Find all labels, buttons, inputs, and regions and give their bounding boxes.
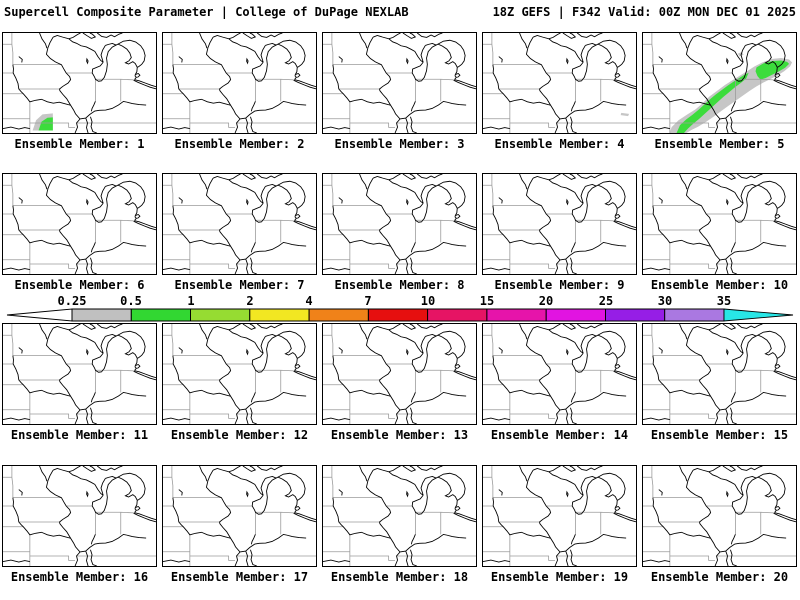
ensemble-panel-2: Ensemble Member: 2 (162, 32, 317, 151)
colorbar-segment (605, 308, 666, 322)
colorbar-segment (190, 308, 251, 322)
colorbar-scale (6, 308, 794, 322)
panel-label: Ensemble Member: 20 (650, 570, 789, 584)
ensemble-panel-8: Ensemble Member: 8 (322, 173, 477, 292)
colorbar-segment (367, 308, 429, 322)
title-bar: Supercell Composite Parameter | College … (4, 5, 796, 19)
map-member-15 (642, 323, 797, 425)
panel-label: Ensemble Member: 6 (14, 278, 145, 292)
panel-label: Ensemble Member: 18 (330, 570, 469, 584)
panel-label: Ensemble Member: 5 (654, 137, 785, 151)
panel-row-2: Ensemble Member: 6 Ensemble Member: 7 En… (2, 173, 797, 292)
product-title: Supercell Composite Parameter | College … (4, 5, 409, 19)
ensemble-panel-16: Ensemble Member: 16 (2, 465, 157, 584)
ensemble-panel-19: Ensemble Member: 19 (482, 465, 637, 584)
panel-label: Ensemble Member: 19 (490, 570, 629, 584)
panel-row-4: Ensemble Member: 16 Ensemble Member: 17 … (2, 465, 797, 584)
panel-label: Ensemble Member: 15 (650, 428, 789, 442)
ensemble-panel-3: Ensemble Member: 3 (322, 32, 477, 151)
map-member-18 (322, 465, 477, 567)
scp-shading-mid (676, 60, 790, 133)
panel-label: Ensemble Member: 12 (170, 428, 309, 442)
map-member-3 (322, 32, 477, 134)
colorbar-tick: 10 (420, 294, 436, 308)
panel-label: Ensemble Member: 4 (494, 137, 625, 151)
panel-label: Ensemble Member: 7 (174, 278, 305, 292)
panel-label: Ensemble Member: 13 (330, 428, 469, 442)
ensemble-panel-7: Ensemble Member: 7 (162, 173, 317, 292)
ensemble-panel-10: Ensemble Member: 10 (642, 173, 797, 292)
map-member-7 (162, 173, 317, 275)
colorbar-below-min-arrow (6, 308, 73, 322)
colorbar-segment (71, 308, 132, 322)
colorbar: 0.25 0.5 1 2 4 7 10 15 20 25 30 35 (0, 294, 800, 322)
map-member-9 (482, 173, 637, 275)
ensemble-panel-20: Ensemble Member: 20 (642, 465, 797, 584)
colorbar-tick-labels: 0.25 0.5 1 2 4 7 10 15 20 25 30 35 (0, 294, 800, 308)
map-member-11 (2, 323, 157, 425)
colorbar-tick: 1 (187, 294, 195, 308)
map-member-6 (2, 173, 157, 275)
colorbar-segment (249, 308, 310, 322)
colorbar-tick: 25 (598, 294, 614, 308)
map-member-1 (2, 32, 157, 134)
map-member-17 (162, 465, 317, 567)
colorbar-segment (308, 308, 369, 322)
colorbar-segment (486, 308, 547, 322)
panel-label: Ensemble Member: 1 (14, 137, 145, 151)
panel-label: Ensemble Member: 3 (334, 137, 465, 151)
colorbar-tick: 30 (657, 294, 673, 308)
panel-row-3: Ensemble Member: 11 Ensemble Member: 12 … (2, 323, 797, 442)
panel-label: Ensemble Member: 17 (170, 570, 309, 584)
ensemble-panel-13: Ensemble Member: 13 (322, 323, 477, 442)
map-member-13 (322, 323, 477, 425)
colorbar-tick: 20 (538, 294, 554, 308)
ensemble-panel-11: Ensemble Member: 11 (2, 323, 157, 442)
panel-label: Ensemble Member: 8 (334, 278, 465, 292)
panel-label: Ensemble Member: 16 (10, 570, 149, 584)
map-member-16 (2, 465, 157, 567)
colorbar-tick: 7 (364, 294, 372, 308)
colorbar-tick: 4 (305, 294, 313, 308)
map-member-5 (642, 32, 797, 134)
panel-label: Ensemble Member: 9 (494, 278, 625, 292)
map-member-19 (482, 465, 637, 567)
colorbar-segment (130, 308, 192, 322)
map-member-10 (642, 173, 797, 275)
colorbar-segment (664, 308, 725, 322)
colorbar-segment (427, 308, 488, 322)
ensemble-panel-6: Ensemble Member: 6 (2, 173, 157, 292)
colorbar-tick: 35 (716, 294, 732, 308)
map-member-2 (162, 32, 317, 134)
colorbar-tick: 0.5 (120, 294, 142, 308)
panel-label: Ensemble Member: 2 (174, 137, 305, 151)
colorbar-above-max-arrow (723, 308, 794, 322)
ensemble-panel-9: Ensemble Member: 9 (482, 173, 637, 292)
map-member-20 (642, 465, 797, 567)
map-member-12 (162, 323, 317, 425)
ensemble-panel-5: Ensemble Member: 5 (642, 32, 797, 151)
colorbar-tick: 2 (246, 294, 254, 308)
ensemble-panel-14: Ensemble Member: 14 (482, 323, 637, 442)
panel-row-1: Ensemble Member: 1 Ensemble Member: 2 En… (2, 32, 797, 151)
ensemble-panel-1: Ensemble Member: 1 (2, 32, 157, 151)
panel-label: Ensemble Member: 10 (650, 278, 789, 292)
ensemble-panel-18: Ensemble Member: 18 (322, 465, 477, 584)
ensemble-panel-15: Ensemble Member: 15 (642, 323, 797, 442)
map-member-14 (482, 323, 637, 425)
ensemble-panel-12: Ensemble Member: 12 (162, 323, 317, 442)
scp-shading-mid (38, 117, 53, 131)
ensemble-panel-17: Ensemble Member: 17 (162, 465, 317, 584)
colorbar-tick: 15 (479, 294, 495, 308)
panel-label: Ensemble Member: 14 (490, 428, 629, 442)
colorbar-segment (545, 308, 607, 322)
scp-shading-low (620, 112, 630, 117)
ensemble-panel-4: Ensemble Member: 4 (482, 32, 637, 151)
model-run-info: 18Z GEFS | F342 Valid: 00Z MON DEC 01 20… (492, 5, 796, 19)
panel-label: Ensemble Member: 11 (10, 428, 149, 442)
map-member-8 (322, 173, 477, 275)
map-member-4 (482, 32, 637, 134)
colorbar-tick: 0.25 (57, 294, 87, 308)
